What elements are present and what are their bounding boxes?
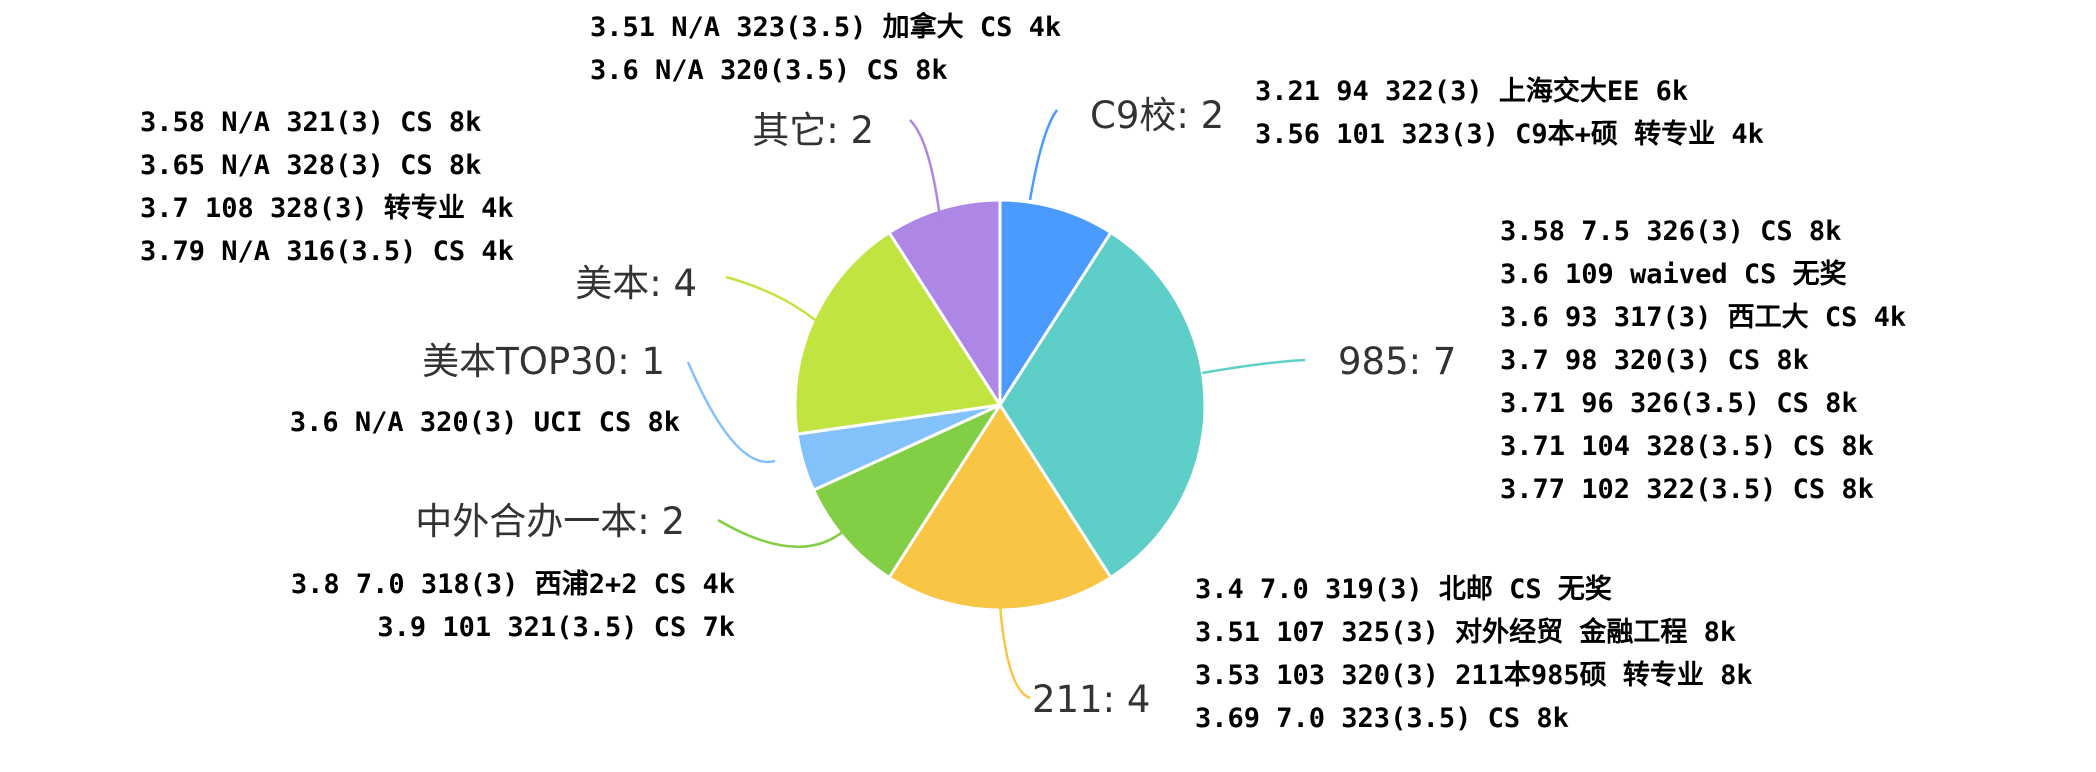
note-line: 3.21 94 322(3) 上海交大EE 6k xyxy=(1255,75,1688,107)
slice-notes: 3.51 N/A 323(3.5) 加拿大 CS 4k 3.6 N/A 320(3… xyxy=(590,11,1061,86)
note-line: 3.71 96 326(3.5) CS 8k xyxy=(1500,388,1858,419)
note-line: 3.6 109 waived CS 无奖 xyxy=(1500,258,1847,290)
leader-line xyxy=(725,275,816,321)
note-line: 3.4 7.0 319(3) 北邮 CS 无奖 xyxy=(1195,573,1612,605)
slice-notes: 3.21 94 322(3) 上海交大EE 6k 3.56 101 323(3) … xyxy=(1255,75,1764,150)
slice-notes: 3.4 7.0 319(3) 北邮 CS 无奖 3.51 107 325(3) 对… xyxy=(1195,573,1753,734)
slice-notes: 3.58 N/A 321(3) CS 8k 3.65 N/A 328(3) CS … xyxy=(140,107,514,267)
note-line: 3.69 7.0 323(3.5) CS 8k xyxy=(1195,703,1569,734)
note-line: 3.56 101 323(3) C9本+硕 转专业 4k xyxy=(1255,119,1764,150)
note-line: 3.6 N/A 320(3.5) CS 8k xyxy=(590,55,948,86)
slice-notes: 3.8 7.0 318(3) 西浦2+2 CS 4k 3.9 101 321(3.… xyxy=(291,568,735,643)
note-line: 3.58 N/A 321(3) CS 8k xyxy=(140,107,481,138)
slice-label: 211: 4 xyxy=(1032,678,1150,721)
slice-label: C9校: 2 xyxy=(1090,94,1224,137)
note-line: 3.51 N/A 323(3.5) 加拿大 CS 4k xyxy=(590,11,1061,43)
pie-slice xyxy=(812,403,1002,579)
note-line: 3.7 108 328(3) 转专业 4k xyxy=(140,193,514,224)
pie-slice xyxy=(998,231,1207,579)
note-line: 3.58 7.5 326(3) CS 8k xyxy=(1500,216,1841,247)
slice-label: 美本TOP30: 1 xyxy=(422,340,665,383)
slice-label: 中外合办一本: 2 xyxy=(415,500,685,543)
note-line: 3.9 101 321(3.5) CS 7k xyxy=(377,612,735,643)
slice-label: 其它: 2 xyxy=(752,109,874,152)
leader-lines xyxy=(686,109,1306,700)
slice-labels: C9校: 2 985: 7 211: 4 中外合办一本: 2 美本TOP30: 1 美本:… xyxy=(415,94,1456,721)
pie-slices xyxy=(793,198,1207,612)
note-line: 3.79 N/A 316(3.5) CS 4k xyxy=(140,236,514,267)
pie-slice xyxy=(887,198,1002,407)
pie-slice xyxy=(998,198,1113,407)
note-line: 3.7 98 320(3) CS 8k xyxy=(1500,345,1809,376)
leader-line xyxy=(686,361,776,464)
note-line: 3.8 7.0 318(3) 西浦2+2 CS 4k xyxy=(291,568,735,600)
note-line: 3.6 N/A 320(3) UCI CS 8k xyxy=(290,407,680,438)
leader-line xyxy=(1028,109,1059,201)
note-line: 3.77 102 322(3.5) CS 8k xyxy=(1500,474,1874,505)
note-line: 3.71 104 328(3.5) CS 8k xyxy=(1500,431,1874,462)
slice-notes: 3.58 7.5 326(3) CS 8k 3.6 109 waived CS 无… xyxy=(1500,216,1906,505)
slice-label: 985: 7 xyxy=(1338,340,1456,383)
leader-line xyxy=(909,119,942,219)
annotation-notes: 3.21 94 322(3) 上海交大EE 6k 3.56 101 323(3) … xyxy=(140,11,1906,734)
note-line: 3.6 93 317(3) 西工大 CS 4k xyxy=(1500,302,1906,333)
note-line: 3.51 107 325(3) 对外经贸 金融工程 8k xyxy=(1195,616,1736,648)
leader-line xyxy=(998,604,1031,700)
note-line: 3.65 N/A 328(3) CS 8k xyxy=(140,150,481,181)
slice-label: 美本: 4 xyxy=(575,262,697,305)
leader-line xyxy=(1201,358,1306,375)
leader-line xyxy=(717,518,846,549)
note-line: 3.53 103 320(3) 211本985硕 转专业 8k xyxy=(1195,660,1753,691)
slice-notes: 3.6 N/A 320(3) UCI CS 8k xyxy=(290,407,680,438)
